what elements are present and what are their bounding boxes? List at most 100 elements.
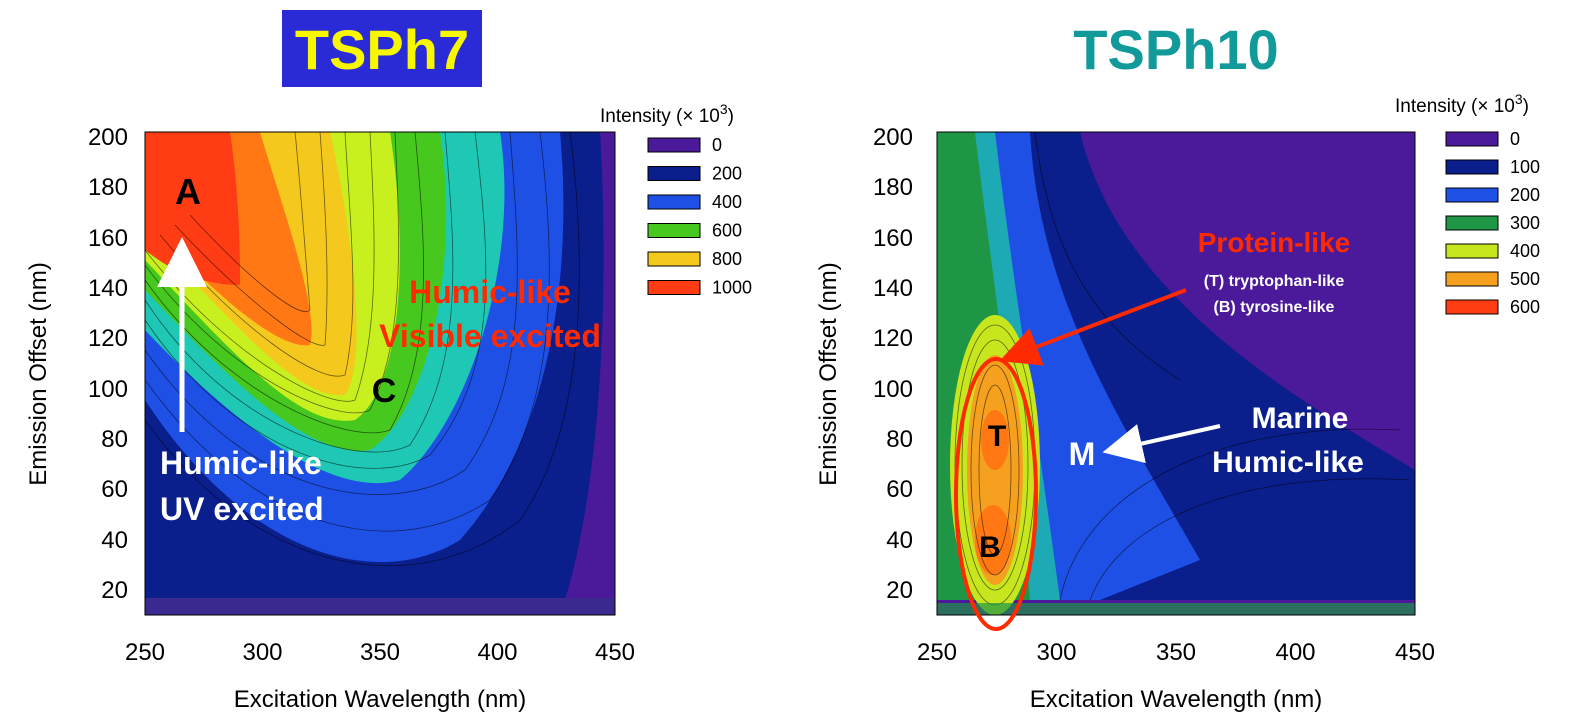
contour-lines — [954, 132, 1411, 606]
legend-swatch — [1445, 299, 1499, 315]
legend-swatch — [1445, 159, 1499, 175]
annotation-marine-humic: Humic-like — [1212, 446, 1364, 479]
panel-title: TSPh10 — [1073, 18, 1278, 81]
legend-swatch — [647, 137, 701, 153]
legend-label: 400 — [712, 192, 742, 212]
x-tick-label: 400 — [477, 639, 517, 666]
legend-label: 1000 — [712, 278, 752, 298]
legend-swatch — [1445, 271, 1499, 287]
plot-frame — [936, 131, 1416, 616]
annotation-tyrosine: (B) tyrosine-like — [1214, 299, 1335, 316]
y-tick-label: 120 — [873, 325, 913, 352]
legend-label: 100 — [1510, 157, 1540, 177]
plot-area — [145, 132, 615, 615]
x-axis-label: Excitation Wavelength (nm) — [234, 686, 527, 713]
legend-swatch — [1445, 243, 1499, 259]
marine-arrow — [1102, 424, 1221, 464]
y-tick-label: 100 — [88, 376, 128, 403]
legend: Intensity (× 103) 0 200 400 600 800 1000 — [600, 101, 752, 298]
panel-title: TSPh7 — [295, 18, 469, 81]
baseline-noise — [145, 598, 615, 615]
peak-label-t: T — [988, 420, 1006, 453]
legend-swatch — [647, 223, 701, 238]
legend-title: Intensity (× 103) — [1395, 91, 1529, 117]
y-tick-label: 80 — [101, 426, 128, 453]
y-tick-label: 20 — [886, 577, 913, 604]
y-tick-label: 60 — [101, 476, 128, 503]
annotation-visible-excited: Visible excited — [379, 318, 601, 354]
x-tick-label: 400 — [1275, 639, 1315, 666]
x-tick-label: 300 — [1036, 639, 1076, 666]
legend-label: 600 — [1510, 297, 1540, 317]
plot-area — [937, 132, 1415, 615]
x-tick-label: 450 — [595, 639, 635, 666]
panel-tsph10: TSPh10 250 300 — [815, 18, 1540, 713]
legend-label: 300 — [1510, 213, 1540, 233]
legend-swatch — [647, 280, 701, 295]
y-tick-label: 120 — [88, 325, 128, 352]
annotation-marine: Marine — [1252, 402, 1349, 435]
band-550 — [975, 505, 1011, 575]
panel-tsph7: TSPh7 — [25, 10, 752, 713]
legend-label: 400 — [1510, 241, 1540, 261]
y-tick-label: 180 — [88, 174, 128, 201]
y-tick-label: 180 — [873, 174, 913, 201]
peak-label-a: A — [175, 171, 201, 212]
legend-label: 800 — [712, 249, 742, 269]
plot-frame — [144, 131, 616, 616]
protein-arrow — [999, 288, 1187, 366]
legend: Intensity (× 103) 0 100 200 300 400 500 600 — [1395, 91, 1540, 317]
legend-label: 0 — [712, 135, 722, 155]
x-ticks: 250 300 350 400 450 — [125, 639, 635, 666]
annotation-visible-humic: Humic-like — [409, 274, 571, 310]
annotation-protein-like: Protein-like — [1198, 227, 1350, 258]
band-600 — [981, 410, 1009, 470]
y-tick-label: 60 — [886, 476, 913, 503]
legend-swatch — [1445, 215, 1499, 231]
protein-region-outline — [954, 357, 1038, 631]
y-tick-label: 200 — [873, 124, 913, 151]
y-tick-label: 200 — [88, 124, 128, 151]
legend-swatch — [647, 194, 701, 210]
legend-entries: 0 200 400 600 800 1000 — [647, 135, 752, 298]
annotation-tryptophan: (T) tryptophan-like — [1204, 273, 1345, 290]
x-tick-label: 250 — [917, 639, 957, 666]
legend-label: 500 — [1510, 269, 1540, 289]
y-tick-label: 20 — [101, 577, 128, 604]
contour-lines — [145, 132, 580, 566]
peak-label-b: B — [979, 531, 1001, 564]
legend-entries: 0 100 200 300 400 500 600 — [1445, 129, 1540, 317]
x-tick-label: 450 — [1395, 639, 1435, 666]
peak-label-c: C — [372, 372, 397, 410]
baseline-noise — [937, 603, 1415, 615]
x-tick-label: 250 — [125, 639, 165, 666]
y-ticks: 20 40 60 80 100 120 140 160 180 200 — [873, 124, 913, 604]
legend-label: 0 — [1510, 129, 1520, 149]
y-tick-label: 160 — [88, 225, 128, 252]
legend-label: 200 — [712, 164, 742, 184]
y-axis-label: Emission Offset (nm) — [25, 262, 52, 486]
y-tick-label: 160 — [873, 225, 913, 252]
x-tick-label: 350 — [360, 639, 400, 666]
y-ticks: 20 40 60 80 100 120 140 160 180 200 — [88, 124, 128, 604]
annotation-uv-excited: UV excited — [160, 491, 324, 527]
y-tick-label: 40 — [101, 527, 128, 554]
y-axis-label: Emission Offset (nm) — [815, 262, 842, 486]
legend-label: 200 — [1510, 185, 1540, 205]
legend-swatch — [1445, 187, 1499, 203]
y-tick-label: 100 — [873, 376, 913, 403]
y-tick-label: 140 — [88, 275, 128, 302]
peak-label-m: M — [1069, 436, 1096, 472]
x-tick-label: 300 — [242, 639, 282, 666]
legend-title: Intensity (× 103) — [600, 101, 734, 127]
x-axis-label: Excitation Wavelength (nm) — [1030, 686, 1323, 713]
y-tick-label: 140 — [873, 275, 913, 302]
y-tick-label: 40 — [886, 527, 913, 554]
x-ticks: 250 300 350 400 450 — [917, 639, 1435, 666]
y-tick-label: 80 — [886, 426, 913, 453]
title-box — [282, 10, 482, 87]
annotation-uv-humic: Humic-like — [160, 445, 322, 481]
legend-swatch — [647, 166, 701, 181]
legend-swatch — [1445, 131, 1499, 147]
